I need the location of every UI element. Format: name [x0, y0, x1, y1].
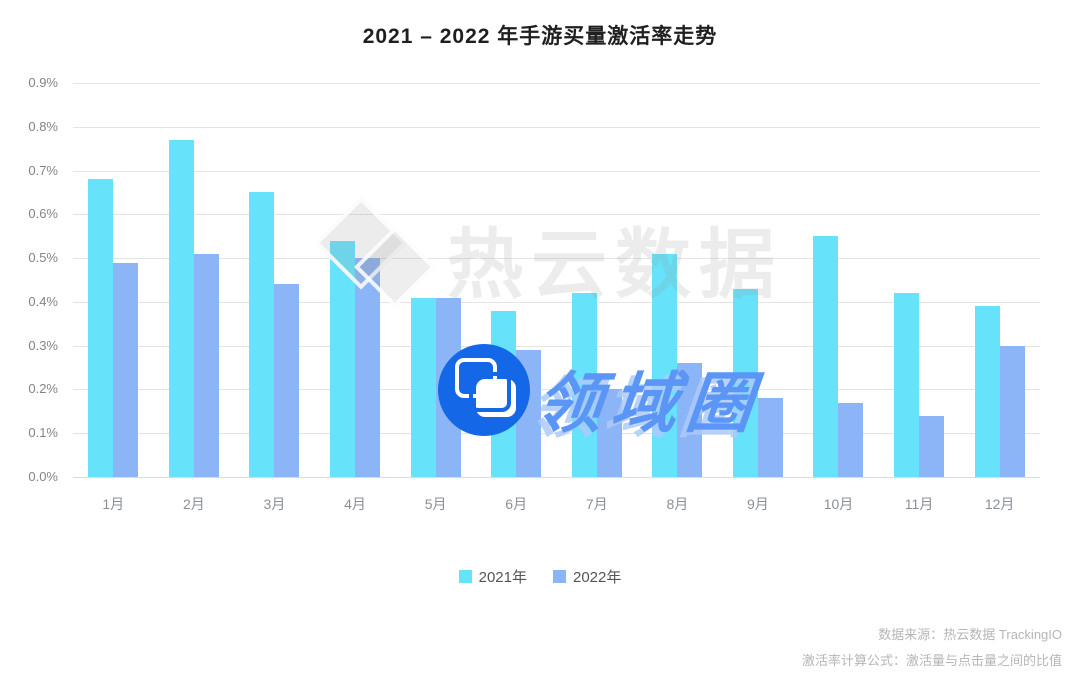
watermark-reyun-text: 热云数据 — [447, 223, 783, 308]
bar-2022年-3月 — [274, 284, 300, 477]
x-tick-label: 11月 — [904, 496, 934, 512]
legend-swatch-icon — [553, 570, 566, 583]
y-tick-label: 0.1% — [28, 425, 58, 441]
bar-group-3月 — [234, 83, 315, 477]
legend-item-2022年[interactable]: 2022年 — [553, 566, 621, 587]
bar-2022年-12月 — [999, 345, 1025, 477]
bar-group-11月 — [879, 83, 960, 477]
y-tick-label: 0.5% — [28, 250, 58, 266]
y-tick-label: 0.3% — [28, 337, 58, 353]
gridline — [73, 83, 1040, 84]
bar-group-2月 — [154, 83, 235, 477]
gridline — [73, 170, 1040, 172]
gridline — [73, 214, 1040, 216]
gridline — [73, 389, 1040, 391]
bar-2021年-10月 — [813, 236, 839, 477]
bar-group-10月 — [798, 83, 879, 477]
bar-2021年-7月 — [571, 293, 597, 477]
x-tick-label: 8月 — [666, 496, 689, 512]
bar-2022年-11月 — [919, 415, 945, 477]
y-tick-label: 0.8% — [28, 118, 58, 134]
x-axis-labels: 1月 2月 3月 4月 5月 6月 7月 8月 9月 10月 11月 12月 — [73, 494, 1040, 514]
bar-group-12月 — [959, 83, 1040, 477]
legend-swatch-icon — [458, 570, 472, 583]
legend-label: 2021年 — [478, 569, 527, 586]
y-tick-label: 0.2% — [28, 381, 58, 397]
bar-2021年-1月 — [88, 179, 114, 477]
gridline — [73, 126, 1040, 128]
legend-label: 2022年 — [573, 569, 622, 586]
bar-group-8月 — [637, 83, 718, 477]
x-tick-label: 1月 — [102, 496, 125, 512]
bar-group-9月 — [718, 83, 799, 477]
bar-2021年-5月 — [410, 297, 436, 477]
gridline — [73, 301, 1040, 303]
gridline — [73, 433, 1040, 435]
y-tick-label: 0.6% — [28, 206, 58, 222]
bar-2022年-9月 — [757, 398, 783, 477]
bar-2021年-8月 — [652, 253, 678, 477]
x-tick-label: 2月 — [182, 496, 205, 512]
bar-group-1月 — [73, 83, 154, 477]
bar-group-5月 — [395, 83, 476, 477]
bar-2021年-2月 — [168, 139, 194, 477]
x-tick-label: 5月 — [424, 496, 447, 512]
chart-title: 2021 – 2022 年手游买量激活率走势 — [362, 25, 718, 48]
bar-2022年-10月 — [838, 402, 864, 477]
bar-group-4月 — [315, 83, 396, 477]
y-tick-label: 0.9% — [28, 75, 58, 90]
x-tick-label: 3月 — [263, 496, 286, 512]
bar-group-7月 — [556, 83, 637, 477]
formula-note: 激活率计算公式：激活量与点击量之间的比值 — [801, 653, 1062, 668]
y-tick-label: 0.0% — [28, 469, 58, 484]
y-tick-label: 0.4% — [28, 293, 58, 309]
bar-2021年-9月 — [732, 288, 758, 477]
legend-item-2021年[interactable]: 2021年 — [458, 566, 527, 587]
x-tick-label: 4月 — [344, 496, 366, 512]
gridline — [73, 345, 1040, 347]
bar-2021年-3月 — [249, 192, 275, 477]
gridline — [73, 258, 1040, 260]
watermark-lingyuquan-text: 领域圈 — [532, 366, 766, 440]
bar-groups — [73, 83, 1040, 477]
bar-2022年-4月 — [355, 258, 381, 477]
x-tick-label: 12月 — [984, 496, 1015, 512]
x-tick-label: 6月 — [505, 496, 528, 512]
bar-2022年-2月 — [193, 253, 219, 477]
bar-2022年-7月 — [596, 389, 622, 477]
x-tick-label: 10月 — [823, 496, 854, 512]
bar-2021年-11月 — [894, 293, 920, 477]
bar-2021年-12月 — [974, 306, 1000, 477]
data-source-note: 数据来源：热云数据 TrackingIO — [878, 627, 1062, 642]
gridline — [73, 477, 1040, 478]
y-tick-label: 0.7% — [28, 162, 58, 178]
bar-2022年-8月 — [677, 363, 703, 477]
x-tick-label: 7月 — [585, 496, 608, 512]
chart-legend: 2021年 2022年 — [0, 566, 1080, 587]
lingyuquan-logo-icon — [438, 344, 530, 436]
bar-2021年-4月 — [330, 240, 356, 477]
plot-area — [73, 83, 1040, 478]
bar-2022年-1月 — [113, 262, 139, 477]
x-tick-label: 9月 — [747, 496, 769, 512]
